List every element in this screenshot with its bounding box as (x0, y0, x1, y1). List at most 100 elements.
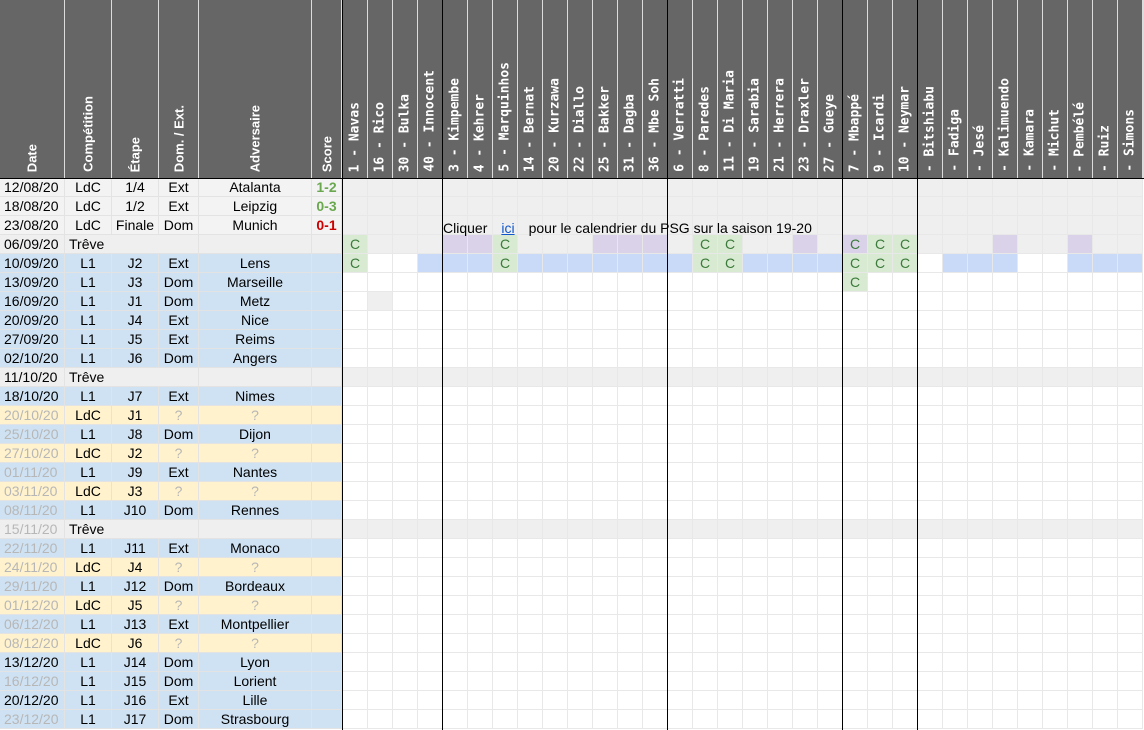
player-cell[interactable] (993, 520, 1018, 539)
player-cell[interactable] (518, 710, 543, 729)
player-cell[interactable] (518, 482, 543, 501)
player-cell[interactable] (943, 634, 968, 653)
cell-venue[interactable]: ? (159, 482, 199, 501)
player-cell[interactable] (868, 672, 893, 691)
player-cell[interactable] (493, 520, 518, 539)
header-player-20-kurzawa[interactable]: 20 - Kurzawa (543, 0, 568, 178)
player-cell[interactable] (618, 406, 643, 425)
player-cell[interactable] (518, 653, 543, 672)
player-cell[interactable] (543, 425, 568, 444)
player-cell[interactable] (1068, 254, 1093, 273)
player-cell[interactable] (393, 444, 418, 463)
cell-date[interactable]: 20/09/20 (0, 311, 65, 330)
player-cell[interactable] (568, 482, 593, 501)
player-cell[interactable] (893, 311, 918, 330)
player-cell[interactable] (843, 520, 868, 539)
player-cell[interactable] (693, 558, 718, 577)
player-cell[interactable] (968, 520, 993, 539)
header-player-19-sarabia[interactable]: 19 - Sarabia (743, 0, 768, 178)
player-cell[interactable] (1118, 577, 1143, 596)
player-cell[interactable] (768, 577, 793, 596)
player-cell[interactable] (668, 653, 693, 672)
player-cell[interactable] (718, 577, 743, 596)
cell-opp[interactable]: ? (199, 482, 312, 501)
player-cell[interactable] (493, 425, 518, 444)
player-cell[interactable] (518, 425, 543, 444)
player-cell[interactable] (593, 520, 618, 539)
player-cell[interactable] (568, 406, 593, 425)
player-cell[interactable] (668, 406, 693, 425)
player-cell[interactable] (868, 501, 893, 520)
player-cell[interactable] (768, 444, 793, 463)
cell-opp[interactable]: Nantes (199, 463, 312, 482)
player-cell[interactable] (393, 254, 418, 273)
player-cell[interactable] (1018, 178, 1043, 197)
cell-score[interactable] (312, 273, 342, 292)
player-cell[interactable] (393, 368, 418, 387)
player-cell[interactable] (343, 577, 368, 596)
player-cell[interactable] (1118, 216, 1143, 235)
player-cell[interactable] (643, 634, 668, 653)
player-cell[interactable] (693, 349, 718, 368)
player-cell[interactable] (1018, 710, 1043, 729)
player-cell[interactable] (1043, 596, 1068, 615)
player-cell[interactable] (518, 254, 543, 273)
cell-comp[interactable]: L1 (65, 311, 112, 330)
player-cell[interactable] (643, 444, 668, 463)
player-cell[interactable] (843, 539, 868, 558)
player-cell[interactable] (1068, 311, 1093, 330)
player-cell[interactable] (718, 710, 743, 729)
player-cell[interactable] (568, 387, 593, 406)
player-cell[interactable] (993, 235, 1018, 254)
player-cell[interactable] (943, 330, 968, 349)
player-cell[interactable] (593, 710, 618, 729)
player-cell[interactable] (1043, 406, 1068, 425)
player-cell[interactable] (343, 710, 368, 729)
player-cell[interactable] (768, 520, 793, 539)
cell-venue[interactable]: Dom (159, 349, 199, 368)
player-cell[interactable] (1018, 197, 1043, 216)
player-cell[interactable] (968, 444, 993, 463)
player-cell[interactable] (893, 273, 918, 292)
cell-stage[interactable]: J6 (112, 349, 159, 368)
player-cell[interactable] (918, 216, 943, 235)
player-cell[interactable] (693, 444, 718, 463)
player-cell[interactable] (468, 558, 493, 577)
player-cell[interactable] (843, 178, 868, 197)
player-cell[interactable] (793, 634, 818, 653)
player-cell[interactable] (1068, 368, 1093, 387)
player-cell[interactable] (593, 691, 618, 710)
player-cell[interactable] (493, 482, 518, 501)
player-cell[interactable] (618, 235, 643, 254)
player-cell[interactable] (768, 425, 793, 444)
player-cell[interactable] (618, 691, 643, 710)
player-cell[interactable] (943, 216, 968, 235)
player-cell[interactable] (418, 501, 443, 520)
player-cell[interactable] (543, 349, 568, 368)
player-cell[interactable] (693, 691, 718, 710)
player-cell[interactable] (493, 558, 518, 577)
player-cell[interactable] (893, 197, 918, 216)
player-cell[interactable] (343, 558, 368, 577)
player-cell[interactable] (993, 653, 1018, 672)
player-cell[interactable] (643, 463, 668, 482)
player-cell[interactable] (968, 672, 993, 691)
player-cell[interactable] (1043, 710, 1068, 729)
player-cell[interactable] (493, 691, 518, 710)
cell-score[interactable] (312, 596, 342, 615)
player-cell[interactable] (518, 596, 543, 615)
cell-venue[interactable]: Ext (159, 311, 199, 330)
player-cell[interactable] (593, 178, 618, 197)
player-cell[interactable] (768, 501, 793, 520)
cell-score[interactable] (312, 539, 342, 558)
player-cell[interactable] (393, 653, 418, 672)
header-player-31-dagba[interactable]: 31 - Dagba (618, 0, 643, 178)
player-cell[interactable] (818, 254, 843, 273)
cell-venue[interactable]: ? (159, 634, 199, 653)
player-cell[interactable] (518, 235, 543, 254)
player-cell[interactable] (1043, 672, 1068, 691)
player-cell[interactable] (1018, 653, 1043, 672)
cell-comp[interactable]: LdC (65, 406, 112, 425)
player-cell[interactable] (1068, 691, 1093, 710)
player-cell[interactable] (493, 501, 518, 520)
